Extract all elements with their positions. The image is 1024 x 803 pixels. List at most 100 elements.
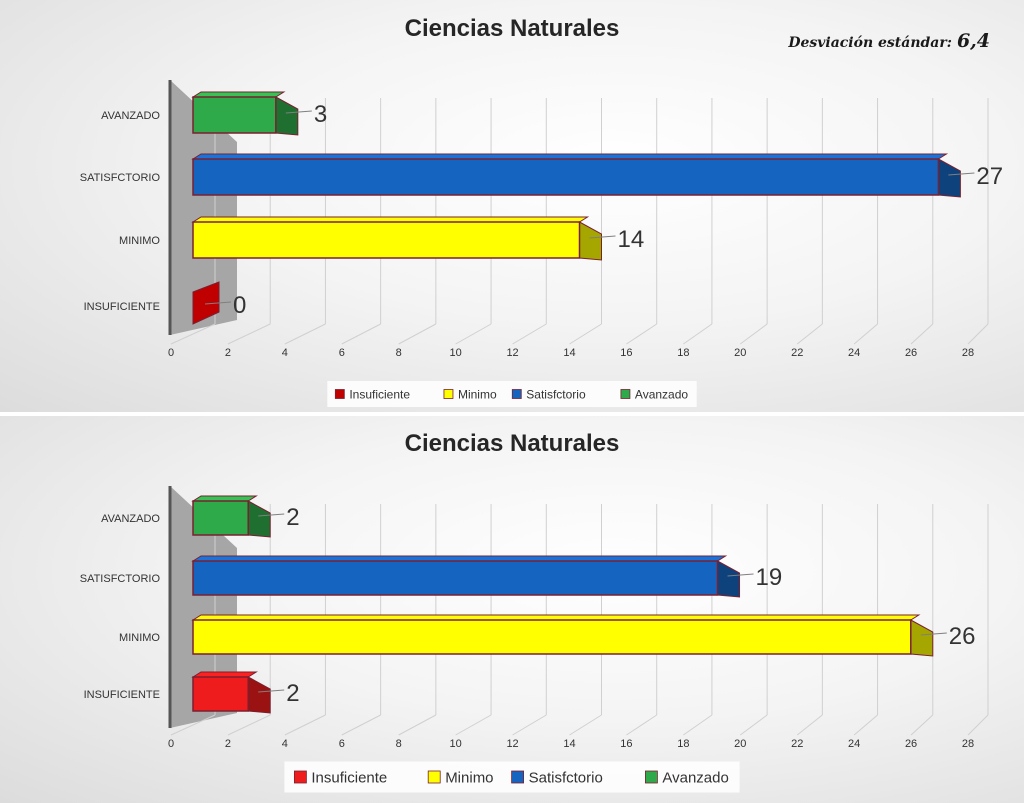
data-label: 2: [286, 504, 299, 531]
data-label: 14: [618, 226, 645, 253]
std-dev-annotation: Desviación estándar: 6,4: [787, 30, 990, 52]
x-tick-label: 22: [791, 738, 803, 750]
x-tick-label: 16: [620, 738, 632, 750]
bar-front: [192, 158, 940, 196]
gridline-floor: [739, 714, 768, 736]
gridline-floor: [170, 323, 216, 345]
x-tick-label: 14: [563, 347, 575, 359]
divider: [0, 412, 1024, 416]
x-tick-label: 24: [848, 738, 860, 750]
leader-line: [204, 301, 232, 305]
gridline-floor: [967, 323, 989, 345]
bar-avanzado: [191, 495, 271, 538]
legend-swatch: [427, 770, 441, 784]
bar-insuficiente: [191, 671, 271, 714]
gridline-floor: [227, 323, 271, 345]
bar-side: [910, 619, 934, 657]
leader-line: [727, 573, 754, 577]
leader-line: [285, 110, 312, 114]
x-tick-label: 8: [396, 347, 402, 359]
legend-swatch: [511, 770, 525, 784]
legend-label: Minimo: [458, 387, 497, 401]
x-tick-label: 4: [282, 738, 288, 750]
x-tick-label: 16: [620, 347, 632, 359]
bar-avanzado: [191, 91, 299, 136]
std-dev-value: 6,4: [957, 30, 990, 52]
chart-title: Ciencias Naturales: [405, 15, 620, 42]
category-label: MINIMO: [119, 235, 160, 247]
bar-minimo: [191, 614, 934, 657]
bar-satisfctorio: [191, 555, 741, 598]
data-label: 27: [976, 163, 1003, 190]
gridline-floor: [569, 323, 602, 345]
gridline-floor: [455, 323, 492, 345]
bar-side: [937, 158, 961, 198]
x-tick-label: 0: [168, 347, 174, 359]
gridline-floor: [455, 714, 492, 736]
gridline-floor: [284, 714, 326, 736]
gridline-floor: [512, 323, 547, 345]
data-label: 0: [233, 292, 246, 319]
legend-label: Satisfctorio: [529, 769, 603, 786]
x-tick-label: 26: [905, 347, 917, 359]
side-wall-face: [170, 486, 237, 728]
gridline-floor: [739, 323, 768, 345]
data-label: 19: [756, 564, 783, 591]
bar-front: [192, 500, 249, 536]
chart-title: Ciencias Naturales: [405, 430, 620, 457]
side-wall: [168, 80, 237, 335]
x-tick-label: 14: [563, 738, 575, 750]
bar-front: [192, 96, 277, 134]
chart-panel-1: Ciencias Naturales Desviación estándar: 6,…: [0, 0, 1024, 412]
legend-label: Insuficiente: [349, 387, 410, 401]
bar-side: [247, 500, 271, 538]
gridline-floor: [967, 714, 989, 736]
x-tick-label: 10: [450, 738, 462, 750]
x-tick-label: 18: [677, 738, 689, 750]
chart-1: Ciencias Naturales Desviación estándar: 6,…: [79, 15, 1004, 402]
legend-swatch: [645, 770, 658, 784]
chart-panel-2: Ciencias Naturales 0 2 4 6 8 10 12 14 16 18 20 22 24 2…: [0, 416, 1024, 803]
x-tick-label: 20: [734, 347, 746, 359]
bar-front: [192, 676, 249, 712]
x-tick-label: 12: [506, 347, 518, 359]
x-tick-label: 24: [848, 347, 860, 359]
legend-label: Avanzado: [635, 387, 688, 401]
gridline-floor: [796, 323, 823, 345]
data-label: 3: [314, 101, 327, 128]
gridline-floor: [341, 714, 381, 736]
bar-front: [192, 619, 912, 655]
x-tick-label: 22: [791, 347, 803, 359]
gridline-floor: [910, 323, 934, 345]
category-label: SATISFCTORIO: [80, 172, 161, 184]
legend: Insuficiente Minimo Satisfctorio Avanzado: [284, 761, 740, 793]
leader-line: [258, 513, 285, 517]
x-tick-label: 26: [905, 738, 917, 750]
gridline-floor: [853, 714, 878, 736]
x-tick-label: 20: [734, 738, 746, 750]
bar-side: [579, 221, 602, 261]
gridline-floor: [284, 323, 326, 345]
legend-swatch: [620, 389, 631, 399]
x-tick-label: 10: [450, 347, 462, 359]
bar-satisfctorio: [191, 153, 961, 198]
gridline-floor: [910, 714, 934, 736]
x-tick-label: 2: [225, 738, 231, 750]
side-wall-face: [170, 80, 237, 335]
bar-sliver: [192, 281, 220, 325]
category-label: AVANZADO: [101, 513, 160, 525]
side-wall: [168, 486, 237, 728]
std-dev-label: Desviación estándar:: [787, 35, 952, 51]
bar-minimo: [191, 216, 602, 261]
legend-label: Minimo: [445, 769, 493, 786]
gridline-floor: [341, 323, 381, 345]
gridline-floor: [683, 714, 713, 736]
gridline-floor: [398, 714, 437, 736]
gridline-floor: [512, 714, 547, 736]
x-tick-label: 2: [225, 347, 231, 359]
gridline-floor: [626, 323, 657, 345]
leader-line: [589, 235, 616, 239]
x-tick-label: 6: [339, 347, 345, 359]
bar-side: [247, 676, 271, 714]
gridline-floor: [853, 323, 878, 345]
